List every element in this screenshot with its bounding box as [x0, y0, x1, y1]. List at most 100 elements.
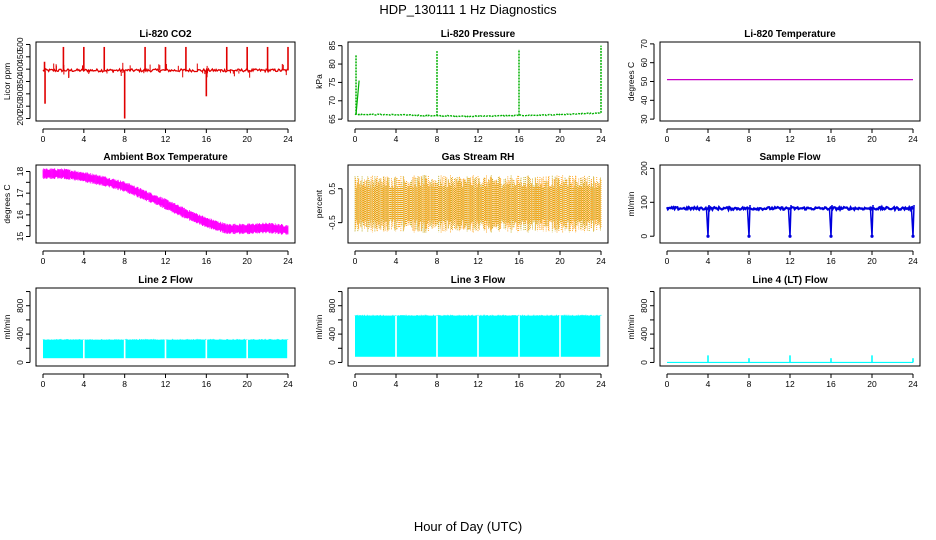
y-axis-label: degrees C: [2, 184, 12, 223]
sample-flow-dip-6: [910, 204, 915, 237]
y-tick-label: 800: [15, 298, 25, 312]
y-tick-label: 400: [15, 327, 25, 341]
panel-title: Line 4 (LT) Flow: [752, 275, 828, 286]
y-tick-label: 50: [639, 77, 649, 87]
x-tick-label: 0: [353, 134, 358, 144]
x-tick-label: 0: [41, 256, 46, 266]
y-tick-label: 70: [327, 96, 337, 106]
sample-flow-dip-point: [747, 234, 751, 238]
panel-title: Li-820 Temperature: [744, 29, 836, 40]
y-tick-label: 80: [327, 59, 337, 69]
sample-flow-dip-point: [911, 234, 915, 238]
line2-flow-block-6: [247, 339, 288, 359]
y-tick-label: 15: [15, 232, 25, 242]
y-tick-label: 30: [639, 114, 649, 124]
x-tick-label: 8: [435, 134, 440, 144]
line3-flow-block-2: [396, 315, 437, 357]
panel-frame: [659, 41, 921, 122]
line3-flow-block-4: [478, 315, 519, 357]
y-tick-label: 85: [327, 41, 337, 51]
panel-frame: [35, 164, 296, 244]
y-tick-label: 400: [327, 327, 337, 341]
x-tick-label: 20: [242, 379, 252, 389]
x-tick-label: 8: [747, 134, 752, 144]
line2-flow-block-2: [84, 339, 124, 359]
y-tick-label: -0.5: [327, 215, 337, 230]
y-tick-label: 500: [15, 37, 25, 51]
x-tick-label: 16: [514, 134, 524, 144]
x-tick-label: 20: [867, 256, 877, 266]
x-tick-label: 24: [596, 256, 606, 266]
panel-frame: [35, 287, 296, 367]
x-tick-label: 0: [353, 379, 358, 389]
x-tick-label: 16: [514, 379, 524, 389]
x-tick-label: 8: [122, 379, 127, 389]
x-tick-label: 24: [283, 379, 293, 389]
x-tick-label: 4: [706, 134, 711, 144]
sample-flow-line: [665, 204, 915, 213]
y-tick-label: 60: [639, 58, 649, 68]
x-tick-label: 0: [41, 379, 46, 389]
x-tick-label: 24: [908, 379, 918, 389]
sample-flow-dip-point: [788, 234, 792, 238]
panel-frame: [659, 287, 921, 367]
x-tick-label: 0: [665, 379, 670, 389]
x-tick-label: 8: [122, 134, 127, 144]
x-tick-label: 4: [81, 134, 86, 144]
y-axis-label: degrees C: [626, 62, 636, 101]
x-tick-label: 24: [908, 256, 918, 266]
panel-title: Sample Flow: [759, 152, 820, 163]
x-tick-label: 8: [435, 379, 440, 389]
y-tick-label: 400: [15, 62, 25, 76]
plot-area: [354, 314, 602, 357]
y-tick-label: 450: [15, 49, 25, 63]
y-axis-label: ml/min: [2, 314, 12, 339]
x-tick-label: 16: [826, 134, 836, 144]
line3-flow-block-6: [560, 315, 601, 357]
x-tick-label: 24: [596, 379, 606, 389]
y-axis-label: ml/min: [314, 314, 324, 339]
y-axis-label: kPa: [314, 74, 324, 89]
panel-title: Li-820 CO2: [139, 29, 192, 40]
x-tick-label: 20: [867, 379, 877, 389]
y-tick-label: 0: [15, 360, 25, 365]
line2-flow-block-4: [166, 339, 206, 359]
x-tick-label: 20: [555, 134, 565, 144]
figure-title: HDP_130111 1 Hz Diagnostics: [379, 2, 557, 17]
sample-flow-dip-4: [828, 204, 833, 237]
x-tick-label: 12: [785, 379, 795, 389]
y-tick-label: 200: [15, 111, 25, 125]
x-tick-label: 20: [867, 134, 877, 144]
y-axis-label: Licor ppm: [2, 63, 12, 100]
x-tick-label: 20: [242, 134, 252, 144]
x-tick-label: 16: [202, 134, 212, 144]
y-tick-label: 0: [639, 234, 649, 239]
plot-area: [354, 45, 602, 118]
x-tick-label: 4: [394, 379, 399, 389]
sample-flow-dip-point: [706, 234, 710, 238]
x-tick-label: 8: [747, 256, 752, 266]
y-tick-label: 16: [15, 210, 25, 220]
line3-flow-block-1: [355, 315, 396, 357]
panel-frame: [347, 287, 609, 367]
panel-title: Gas Stream RH: [442, 152, 515, 163]
x-tick-label: 20: [555, 379, 565, 389]
line2-flow-block-1: [43, 339, 84, 359]
y-tick-label: 800: [327, 298, 337, 312]
line2-flow-block-5: [207, 339, 247, 359]
x-tick-label: 4: [394, 134, 399, 144]
y-tick-label: 18: [15, 167, 25, 177]
x-tick-label: 12: [785, 134, 795, 144]
line3-flow-block-5: [519, 315, 560, 357]
y-tick-label: 75: [327, 77, 337, 87]
x-tick-label: 4: [81, 379, 86, 389]
x-tick-label: 24: [908, 134, 918, 144]
line2-flow-block-3: [125, 339, 165, 359]
panel-title: Li-820 Pressure: [441, 29, 516, 40]
x-tick-label: 16: [202, 256, 212, 266]
x-tick-label: 8: [122, 256, 127, 266]
y-tick-label: 0: [639, 360, 649, 365]
x-tick-label: 8: [747, 379, 752, 389]
